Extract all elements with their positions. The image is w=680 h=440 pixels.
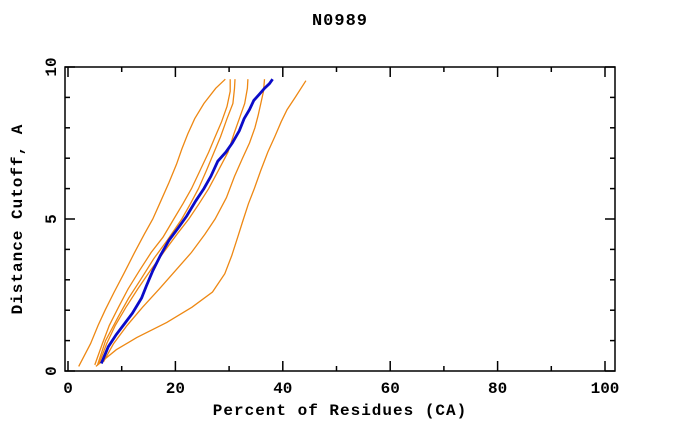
x-tick-label: 80: [488, 380, 507, 398]
y-tick-label: 10: [43, 57, 61, 76]
y-tick-label: 0: [43, 366, 61, 376]
x-tick-label: 0: [63, 380, 73, 398]
model-orange-2-line: [94, 79, 231, 366]
x-tick-label: 60: [381, 380, 400, 398]
x-tick-label: 40: [273, 380, 292, 398]
y-axis-title: Distance Cutoff, A: [9, 123, 27, 315]
model-blue-main-line: [100, 78, 274, 364]
model-orange-5-line: [102, 79, 266, 363]
model-orange-1-line: [78, 78, 226, 367]
axis-frame: [64, 66, 616, 372]
model-orange-3-line: [96, 79, 236, 366]
x-axis-title: Percent of Residues (CA): [212, 402, 468, 420]
x-tick-label: 20: [166, 380, 185, 398]
model-orange-4-line: [98, 79, 249, 364]
chart-title: N0989: [311, 12, 368, 31]
model-orange-6-line: [95, 80, 307, 367]
x-tick-label: 100: [591, 380, 620, 398]
y-tick-label: 5: [43, 214, 61, 224]
